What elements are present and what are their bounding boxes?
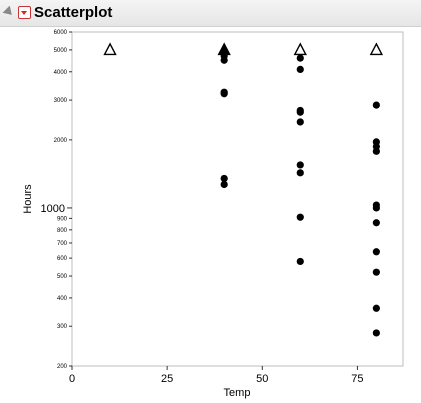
y-tick-label: 600: [57, 256, 68, 262]
y-axis-label: Hours: [22, 184, 34, 214]
x-axis-ticks: 0 25 50 75: [69, 366, 363, 385]
data-point-circle: [220, 180, 228, 189]
data-point-circle: [220, 174, 228, 183]
plot-frame: [71, 31, 404, 367]
report-title: Scatterplot: [34, 4, 113, 21]
data-points: [103, 42, 384, 337]
data-point-circle: [372, 329, 380, 337]
red-triangle-menu-icon[interactable]: [18, 6, 31, 19]
x-tick-label: 75: [351, 373, 363, 385]
data-point-triangle-filled: [217, 42, 231, 56]
data-point-circle: [372, 147, 380, 155]
data-point-circle: [296, 65, 304, 73]
y-tick-label: 5000: [54, 48, 68, 54]
scatterplot-header: Scatterplot: [0, 0, 421, 27]
data-point-circle: [296, 118, 304, 126]
x-axis-label: Temp: [224, 387, 251, 399]
data-point-circle: [296, 257, 304, 266]
data-point-circle: [372, 268, 380, 276]
y-tick-label: 300: [57, 324, 68, 330]
y-tick-label: 700: [57, 241, 68, 247]
data-point-circle: [296, 161, 304, 169]
y-tick-label: 2000: [54, 138, 68, 144]
data-point-circle: [296, 54, 304, 62]
data-point-circle: [372, 204, 380, 212]
data-point-triangle-open: [103, 42, 117, 56]
data-point-circle: [296, 169, 304, 177]
y-tick-label: 200: [57, 364, 68, 370]
data-point-circle: [296, 213, 304, 221]
y-tick-label: 400: [57, 296, 68, 302]
data-point-circle: [372, 248, 380, 256]
data-point-circle: [296, 108, 304, 116]
data-point-circle: [372, 304, 380, 312]
y-tick-label: 800: [57, 228, 68, 234]
y-tick-label: 900: [57, 216, 68, 222]
x-tick-label: 50: [256, 373, 268, 385]
data-point-circle: [220, 56, 228, 64]
x-tick-label: 0: [69, 373, 75, 385]
y-tick-label: 3000: [54, 98, 68, 104]
data-point-triangle-open: [293, 42, 307, 56]
y-tick-label: 500: [57, 274, 68, 280]
data-point-circle: [372, 101, 380, 109]
data-point-circle: [372, 219, 380, 227]
y-tick-label: 6000: [54, 30, 68, 36]
y-tick-label: 1000: [41, 203, 65, 215]
data-point-triangle-open: [369, 42, 384, 56]
x-tick-label: 25: [161, 373, 173, 385]
y-tick-label: 4000: [54, 70, 68, 76]
data-point-circle: [220, 90, 228, 98]
